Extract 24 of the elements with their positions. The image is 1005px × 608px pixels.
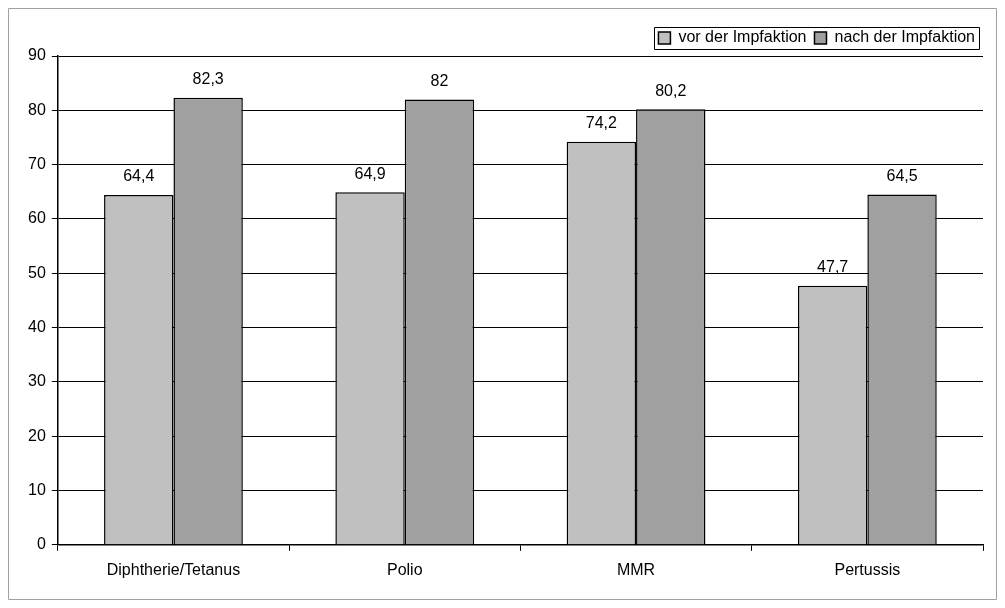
y-tick-label: 70 — [28, 155, 46, 173]
data-label: 64,5 — [886, 166, 918, 184]
data-label: 47,7 — [817, 258, 849, 276]
y-tick-label: 40 — [28, 317, 46, 335]
data-label: 82,3 — [192, 70, 224, 88]
y-tick-label: 50 — [28, 263, 46, 281]
data-label: 80,2 — [655, 81, 687, 99]
x-tick-label: Diphtherie/Tetanus — [106, 560, 241, 578]
y-tick-label: 60 — [28, 209, 46, 227]
y-tick-label: 20 — [28, 426, 46, 444]
y-tick-label: 80 — [28, 100, 46, 118]
y-tick-label: 0 — [36, 535, 46, 553]
data-label: 64,4 — [123, 167, 155, 185]
legend-label: nach der Impfaktion — [834, 28, 976, 46]
data-label: 64,9 — [354, 164, 386, 182]
y-tick-label: 10 — [28, 480, 46, 498]
data-label: 82 — [430, 71, 449, 89]
x-tick-label: Polio — [386, 560, 423, 578]
x-tick-label: Pertussis — [834, 560, 901, 578]
y-tick-label: 30 — [28, 372, 46, 390]
x-tick-label: MMR — [616, 560, 656, 578]
y-tick-label: 90 — [28, 46, 46, 64]
data-label: 74,2 — [585, 114, 618, 132]
legend-label: vor der Impfaktion — [678, 28, 807, 46]
